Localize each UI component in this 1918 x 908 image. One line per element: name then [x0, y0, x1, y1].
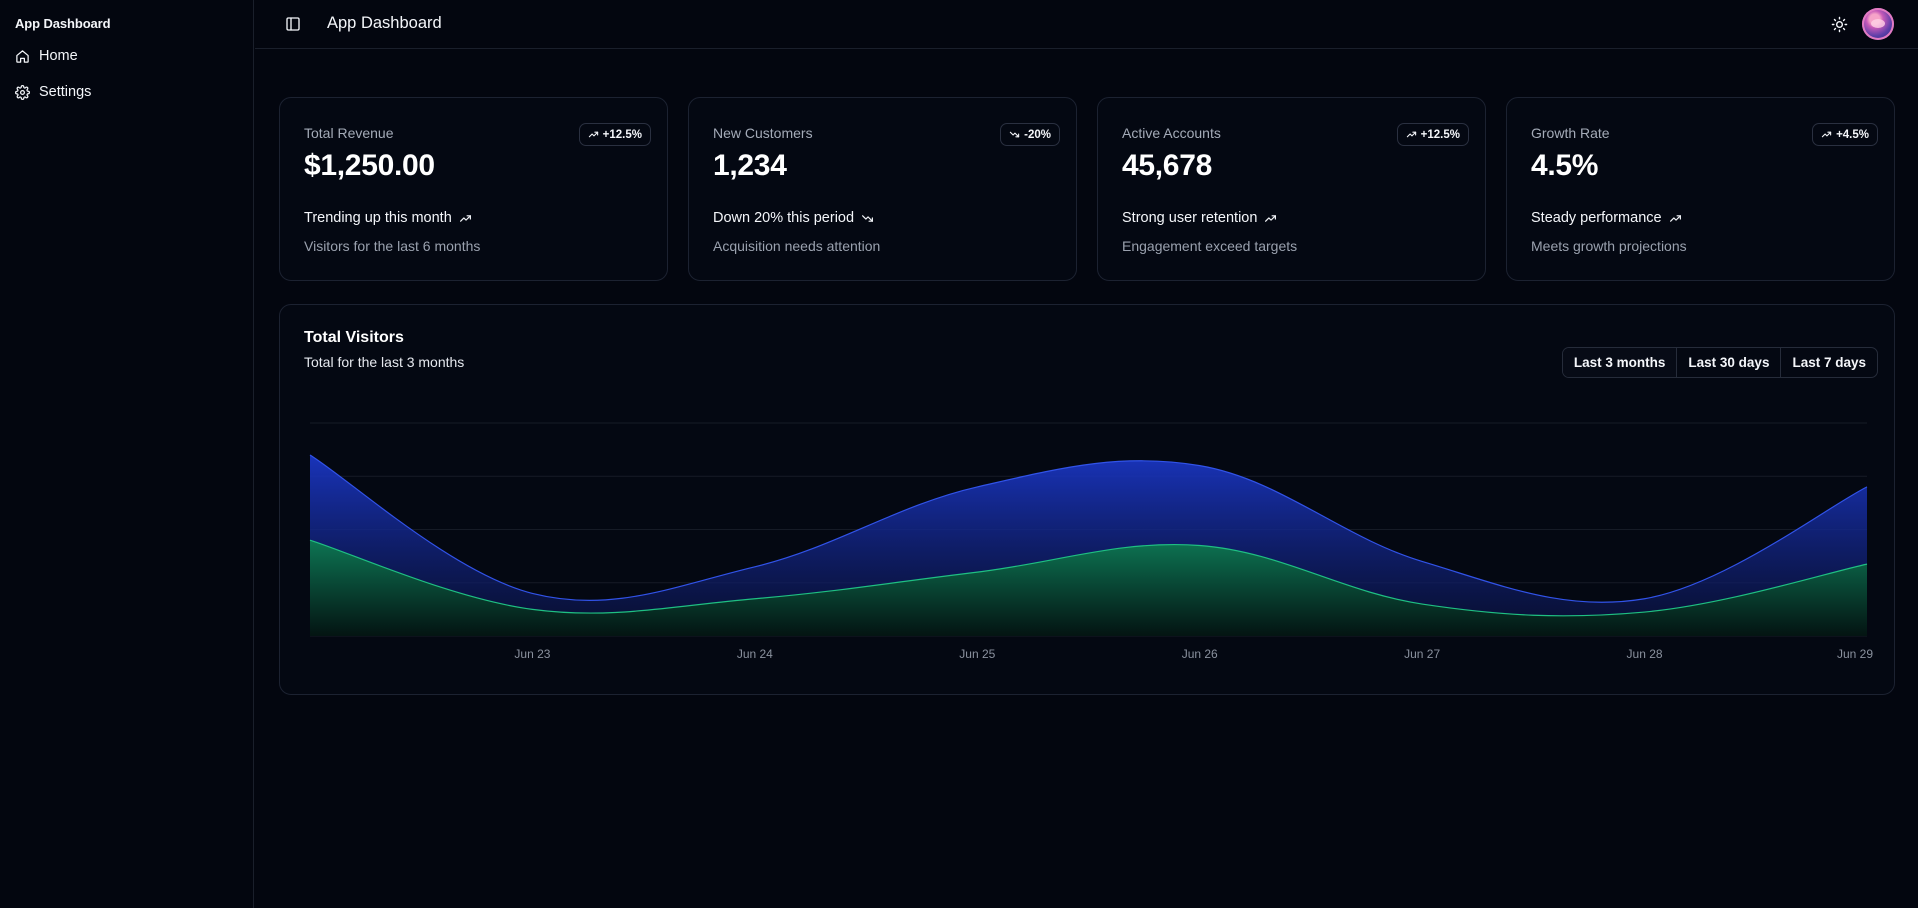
card-value: 4.5% — [1531, 149, 1599, 182]
badge-text: +4.5% — [1836, 128, 1869, 141]
sidebar-toggle-icon — [286, 17, 300, 31]
x-tick-label: Jun 27 — [1404, 647, 1440, 661]
sidebar-app-name: App Dashboard — [15, 16, 111, 31]
sidebar-toggle-button[interactable] — [283, 14, 303, 34]
x-tick-label: Jun 29 — [1837, 647, 1873, 661]
x-tick-label: Jun 25 — [959, 647, 995, 661]
series-area-0 — [310, 454, 1867, 636]
x-tick-label: Jun 23 — [514, 647, 550, 661]
stat-card-new-customers: New Customers 1,234 -20% Down 20% this p… — [688, 97, 1077, 281]
card-label: New Customers — [713, 125, 813, 141]
card-label: Active Accounts — [1122, 125, 1221, 141]
badge-text: -20% — [1024, 128, 1051, 141]
trend-badge: +4.5% — [1812, 123, 1878, 146]
x-tick-label: Jun 26 — [1182, 647, 1218, 661]
trending-down-icon — [1009, 131, 1020, 138]
sidebar-item-label: Settings — [39, 84, 92, 100]
card-note: Visitors for the last 6 months — [304, 238, 481, 254]
trending-down-icon — [862, 214, 874, 222]
card-trend: Down 20% this period — [713, 210, 874, 226]
trend-text: Down 20% this period — [713, 210, 855, 226]
sidebar-item-label: Home — [39, 48, 78, 64]
range-toggle-group: Last 3 months Last 30 days Last 7 days — [1561, 347, 1878, 378]
visitors-area-chart: Jun 23 Jun 24 Jun 25 Jun 26 Jun 27 Jun 28 Jun … — [309, 422, 1873, 661]
trend-badge: +12.5% — [1396, 123, 1469, 146]
card-label: Growth Rate — [1531, 125, 1610, 141]
trend-badge: -20% — [1000, 123, 1060, 146]
card-value: 1,234 — [713, 149, 787, 182]
stat-card-total-revenue: Total Revenue $1,250.00 +12.5% Trending … — [279, 97, 668, 281]
trending-up-icon — [588, 131, 598, 138]
badge-text: +12.5% — [602, 128, 642, 141]
trending-up-icon — [1669, 214, 1681, 222]
x-tick-label: Jun 28 — [1627, 647, 1663, 661]
trend-text: Trending up this month — [304, 210, 452, 226]
chart-title: Total Visitors — [304, 329, 404, 346]
home-icon — [16, 49, 29, 63]
series-line-1 — [309, 539, 1868, 617]
range-last-7-days-button[interactable]: Last 7 days — [1780, 348, 1877, 377]
card-value: $1,250.00 — [304, 149, 435, 182]
card-value: 45,678 — [1122, 149, 1212, 182]
avatar[interactable] — [1862, 8, 1894, 40]
badge-text: +12.5% — [1420, 128, 1460, 141]
range-last-3-months-button[interactable]: Last 3 months — [1562, 348, 1677, 377]
trend-text: Steady performance — [1531, 210, 1662, 226]
trend-text: Strong user retention — [1122, 210, 1258, 226]
sidebar-item-home[interactable]: Home — [15, 44, 78, 68]
trending-up-icon — [459, 214, 471, 222]
sidebar-item-settings[interactable]: Settings — [15, 80, 91, 104]
trend-badge: +12.5% — [578, 123, 651, 146]
sidebar: App Dashboard Home Settings — [0, 0, 254, 908]
trending-up-icon — [1265, 214, 1277, 222]
page-title: App Dashboard — [327, 14, 442, 32]
stat-card-active-accounts: Active Accounts 45,678 +12.5% Strong use… — [1097, 97, 1486, 281]
theme-toggle-button[interactable] — [1829, 14, 1849, 34]
gear-icon — [15, 84, 30, 100]
range-last-30-days-button[interactable]: Last 30 days — [1676, 348, 1780, 377]
series-line-0 — [309, 454, 1868, 603]
series-area-1 — [310, 540, 1867, 636]
chart-subtitle: Total for the last 3 months — [304, 354, 465, 370]
top-header: App Dashboard — [255, 0, 1918, 49]
card-note: Engagement exceed targets — [1122, 238, 1298, 254]
card-label: Total Revenue — [304, 125, 394, 141]
card-trend: Steady performance — [1531, 210, 1682, 226]
trending-up-icon — [1406, 131, 1416, 138]
stat-card-growth-rate: Growth Rate 4.5% +4.5% Steady performanc… — [1506, 97, 1895, 281]
sun-icon — [1831, 16, 1847, 32]
x-tick-label: Jun 24 — [737, 647, 773, 661]
visitors-chart-card: Total Visitors Total for the last 3 mont… — [279, 304, 1895, 695]
card-note: Meets growth projections — [1531, 238, 1687, 254]
card-trend: Trending up this month — [304, 210, 472, 226]
card-note: Acquisition needs attention — [713, 238, 881, 254]
trending-up-icon — [1821, 131, 1832, 138]
card-trend: Strong user retention — [1122, 210, 1277, 226]
